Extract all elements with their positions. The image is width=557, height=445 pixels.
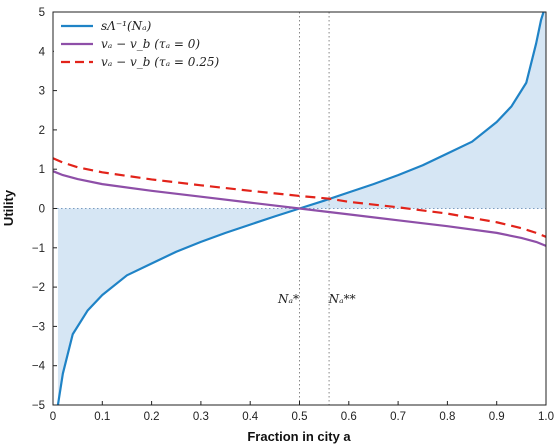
legend: sΛ⁻¹(Nₐ) vₐ − v_b (τₐ = 0) vₐ − v_b (τₐ = … (54, 13, 244, 75)
y-tick-label: −1 (32, 243, 45, 255)
y-tick-label: 2 (39, 125, 45, 137)
annotation-label-0: Nₐ* (277, 292, 299, 306)
y-tick-label: 4 (39, 46, 46, 58)
x-tick-label: 0.5 (292, 411, 308, 423)
x-tick-label: 0.6 (341, 411, 357, 423)
y-tick-label: −4 (32, 361, 46, 373)
shaded-region-left (57, 208, 300, 405)
shaded-regions (57, 12, 546, 405)
series-line-0 (56, 11, 545, 406)
y-axis-title: Utility (1, 189, 16, 226)
shaded-region-right (299, 12, 546, 209)
legend-label-0: sΛ⁻¹(Nₐ) (101, 19, 152, 33)
x-tick-label: 1.0 (538, 411, 554, 423)
x-tick-label: 0.7 (390, 411, 406, 423)
x-tick-label: 0.1 (94, 411, 110, 423)
legend-label-2: vₐ − v_b (τₐ = 0.25) (101, 55, 219, 69)
y-tick-label: 5 (39, 7, 45, 19)
y-tick-label: 0 (39, 204, 45, 216)
y-tick-label: 3 (39, 86, 45, 98)
tick-labels: 0 0.1 0.2 0.3 0.4 0.5 0.6 0.7 0.8 0.9 1.0 5 4 3 2 1 0 −1 −… (32, 7, 554, 423)
x-tick-label: 0.9 (489, 411, 505, 423)
y-tick-label: −5 (32, 400, 45, 412)
x-tick-label: 0.2 (144, 411, 160, 423)
series-line-2 (52, 157, 547, 238)
x-tick-label: 0 (50, 411, 56, 423)
annotations: Nₐ* Nₐ** (277, 292, 356, 306)
x-axis-title: Fraction in city a (247, 429, 351, 444)
y-tick-label: −2 (32, 282, 45, 294)
x-tick-label: 0.8 (439, 411, 455, 423)
x-tick-label: 0.4 (242, 411, 259, 423)
annotation-label-1: Nₐ** (328, 292, 356, 306)
series-layer (52, 11, 547, 406)
legend-label-1: vₐ − v_b (τₐ = 0) (101, 37, 200, 51)
y-tick-label: −3 (32, 321, 45, 333)
y-tick-label: 1 (39, 164, 45, 176)
x-tick-label: 0.3 (193, 411, 209, 423)
series-line-1 (52, 170, 547, 247)
